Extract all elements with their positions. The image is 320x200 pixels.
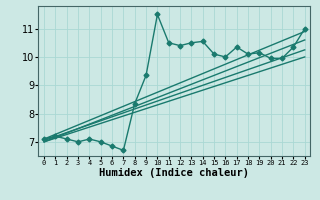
X-axis label: Humidex (Indice chaleur): Humidex (Indice chaleur)	[100, 168, 249, 178]
